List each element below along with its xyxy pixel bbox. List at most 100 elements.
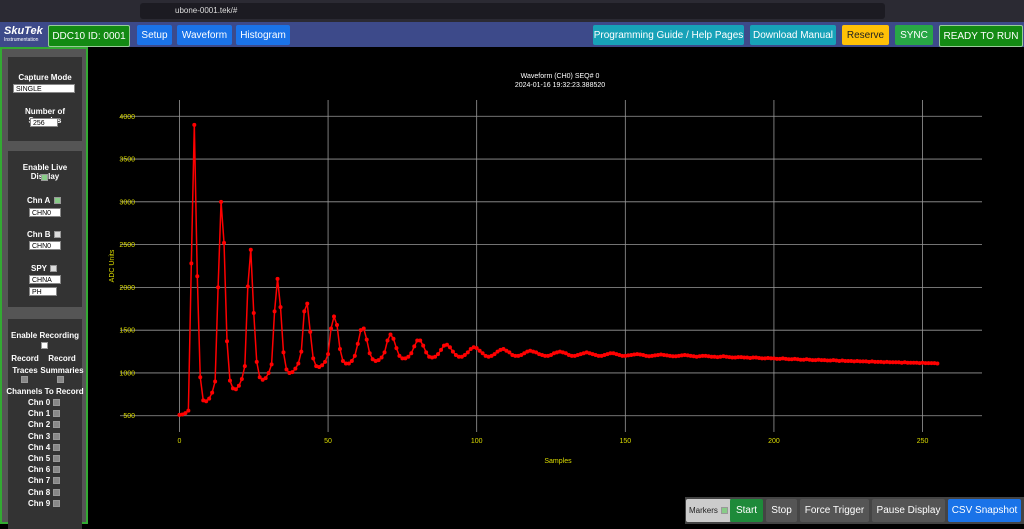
label: Capture Mode <box>18 73 72 82</box>
data-point <box>260 377 265 382</box>
data-point <box>269 362 274 367</box>
data-point <box>733 355 738 360</box>
data-point <box>456 354 461 359</box>
data-point <box>296 361 301 366</box>
data-point <box>447 345 452 350</box>
data-point <box>929 361 934 366</box>
select[interactable]: 256 <box>30 118 58 127</box>
data-point <box>635 352 640 357</box>
data-point <box>896 360 901 365</box>
tab[interactable]: Histogram <box>236 25 290 45</box>
data-point <box>685 353 690 358</box>
checkbox[interactable] <box>53 432 60 440</box>
button[interactable]: Pause Display <box>872 499 945 522</box>
data-point <box>349 358 354 363</box>
data-point <box>444 342 449 347</box>
checkbox[interactable] <box>53 410 60 418</box>
data-point <box>816 357 821 362</box>
checkbox[interactable] <box>53 443 60 451</box>
data-point <box>658 352 663 357</box>
checkbox[interactable] <box>54 197 61 204</box>
data-point <box>186 408 191 413</box>
help-button[interactable]: Programming Guide / Help Pages <box>593 25 744 45</box>
button[interactable]: CSV Snapshot <box>948 499 1021 522</box>
y-axis-label: ADC Units <box>109 249 116 282</box>
channel-label: Chn 9 <box>28 498 51 508</box>
data-point <box>563 351 568 356</box>
select[interactable]: CHNA <box>29 275 61 284</box>
data-point <box>881 360 886 365</box>
data-point <box>736 355 741 360</box>
data-point <box>757 355 762 360</box>
button[interactable]: Force Trigger <box>800 499 869 522</box>
data-point <box>418 338 423 343</box>
checkbox[interactable] <box>53 466 60 474</box>
checkbox[interactable] <box>53 399 60 406</box>
select[interactable]: CHN0 <box>29 208 61 217</box>
checkbox[interactable] <box>53 421 60 429</box>
tab[interactable]: Setup <box>137 25 172 45</box>
checkbox[interactable] <box>53 499 60 507</box>
checkbox[interactable] <box>720 507 728 514</box>
checkbox[interactable] <box>54 231 61 238</box>
panel <box>8 319 82 529</box>
data-point <box>403 356 408 361</box>
data-point <box>917 361 922 366</box>
data-point <box>439 347 444 352</box>
data-point <box>388 332 393 337</box>
reserve-button[interactable]: Reserve <box>842 25 889 45</box>
data-point <box>367 351 372 356</box>
data-point <box>875 359 880 364</box>
data-point <box>724 354 729 359</box>
checkbox[interactable] <box>41 342 48 349</box>
checkbox[interactable] <box>50 265 57 272</box>
data-point <box>468 347 473 351</box>
data-point <box>843 358 848 363</box>
data-point <box>893 360 898 365</box>
data-point <box>920 360 925 365</box>
data-point <box>682 352 687 357</box>
sync-button[interactable]: SYNC <box>895 25 933 45</box>
checkbox[interactable] <box>53 488 60 496</box>
data-point <box>867 359 872 364</box>
data-point <box>846 358 851 363</box>
data-point <box>379 355 384 360</box>
data-point <box>337 347 342 351</box>
data-point <box>712 354 717 359</box>
data-point <box>239 376 244 381</box>
data-point <box>697 354 702 359</box>
markers-toggle[interactable]: Markers <box>686 499 731 522</box>
url-field[interactable] <box>140 3 885 19</box>
data-point <box>864 359 869 364</box>
tab[interactable]: Waveform <box>177 25 232 45</box>
download-button[interactable]: Download Manual <box>750 25 836 45</box>
status-button[interactable]: READY TO RUN <box>939 25 1023 47</box>
data-point <box>364 337 369 342</box>
x-axis-label: Samples <box>544 458 572 465</box>
data-point <box>748 355 753 360</box>
data-point <box>245 284 250 289</box>
checkbox[interactable] <box>53 477 60 485</box>
select[interactable]: SINGLE <box>13 84 75 93</box>
data-point <box>278 305 283 310</box>
data-point <box>436 352 441 357</box>
data-point <box>340 358 345 363</box>
checkbox[interactable] <box>57 376 64 383</box>
select[interactable]: PH <box>29 287 57 296</box>
data-point <box>911 360 916 365</box>
data-point <box>837 358 842 363</box>
checkbox[interactable] <box>21 376 28 383</box>
data-point <box>813 358 818 363</box>
checkbox[interactable] <box>41 174 48 181</box>
button[interactable]: Start <box>730 499 763 522</box>
data-point <box>742 355 747 360</box>
data-point <box>346 361 351 366</box>
data-point <box>225 339 230 344</box>
button[interactable]: Stop <box>766 499 797 522</box>
checkbox[interactable] <box>53 455 60 462</box>
data-point <box>667 353 672 358</box>
data-point <box>492 352 497 357</box>
data-point <box>878 359 883 364</box>
select[interactable]: CHN0 <box>29 241 61 250</box>
data-point <box>382 350 387 355</box>
